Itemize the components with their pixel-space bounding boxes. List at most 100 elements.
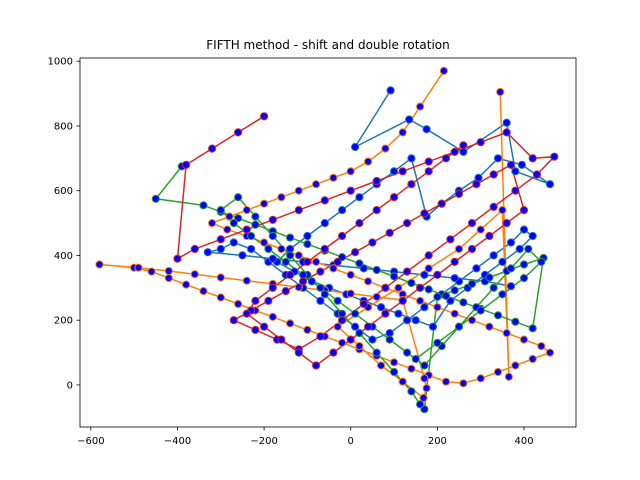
data-point [320, 290, 329, 299]
data-point [416, 102, 425, 111]
data-point [247, 244, 256, 254]
data-point [459, 141, 468, 150]
data-point [398, 377, 407, 386]
data-point [394, 283, 403, 292]
data-point [519, 206, 529, 215]
data-point [407, 154, 416, 163]
data-point [320, 244, 329, 254]
data-point [151, 194, 160, 203]
data-point [506, 160, 516, 169]
data-point [234, 128, 243, 137]
data-point [299, 277, 308, 286]
data-point [286, 319, 295, 328]
data-point [338, 338, 347, 347]
data-point [355, 259, 364, 268]
data-point [368, 335, 377, 344]
data-point [472, 264, 481, 273]
data-point [498, 290, 507, 299]
y-tick-label: 0 [67, 380, 73, 391]
data-point [437, 199, 446, 208]
data-point [390, 193, 399, 202]
data-point [234, 193, 243, 202]
data-point [441, 154, 451, 163]
data-point [277, 335, 286, 344]
data-point [390, 167, 399, 176]
series-line-2 [99, 70, 552, 400]
data-point [260, 199, 269, 208]
data-point [242, 206, 251, 215]
y-tick-label: 1000 [48, 57, 73, 68]
data-point [316, 283, 325, 292]
data-point [528, 324, 537, 333]
data-point [338, 206, 347, 215]
data-point [346, 270, 355, 279]
data-point [260, 238, 269, 247]
y-tick-label: 600 [54, 186, 73, 197]
data-point [545, 348, 555, 357]
data-point [381, 309, 390, 318]
data-point [502, 118, 511, 127]
data-point [333, 257, 342, 266]
data-point [519, 260, 529, 269]
data-point [294, 348, 303, 357]
data-point [359, 299, 368, 309]
data-point [420, 209, 429, 218]
data-point [450, 257, 459, 266]
data-point [407, 387, 416, 396]
data-point [303, 325, 312, 334]
data-point [364, 157, 373, 166]
data-point [433, 338, 442, 347]
data-point [381, 144, 390, 153]
data-point [489, 283, 498, 292]
axes: −600 −400 −200 0 200 400 0 200 400 600 800 1000 [48, 57, 577, 447]
data-point [390, 272, 399, 281]
data-point [281, 287, 290, 296]
data-point [515, 244, 524, 254]
data-point [346, 335, 355, 344]
data-point [424, 251, 433, 260]
data-point [199, 287, 208, 296]
data-point [537, 342, 546, 351]
data-point [506, 238, 516, 247]
data-point [203, 248, 212, 257]
data-point [450, 309, 459, 318]
data-point [394, 309, 403, 318]
data-point [355, 219, 364, 228]
data-point [498, 257, 507, 266]
data-point [511, 361, 520, 370]
data-point [459, 379, 468, 388]
data-point [260, 322, 269, 331]
data-point [398, 128, 407, 137]
data-point [506, 264, 516, 273]
data-point [268, 312, 277, 321]
data-point [377, 303, 386, 312]
data-point [372, 206, 381, 215]
x-tick-label: 0 [348, 436, 354, 447]
data-point [268, 283, 277, 292]
data-point [439, 66, 448, 76]
data-point [493, 154, 503, 163]
data-point [251, 212, 260, 221]
x-tick-label: −200 [250, 436, 277, 447]
data-point [433, 270, 442, 279]
data-point [355, 193, 364, 202]
y-tick-label: 800 [54, 121, 73, 132]
data-point [225, 212, 234, 221]
data-point [450, 286, 459, 295]
data-point [467, 219, 477, 228]
data-point [454, 322, 464, 331]
data-point [424, 264, 433, 273]
data-point [251, 296, 260, 305]
data-point [485, 273, 494, 282]
data-point [329, 264, 338, 273]
data-point [216, 273, 225, 282]
data-point [372, 176, 381, 186]
data-point [372, 292, 381, 301]
data-point [372, 265, 381, 275]
data-point [346, 186, 355, 195]
data-point [407, 278, 416, 288]
data-point [173, 254, 182, 263]
data-point [329, 173, 338, 182]
data-point [489, 170, 498, 179]
data-point [403, 219, 412, 228]
